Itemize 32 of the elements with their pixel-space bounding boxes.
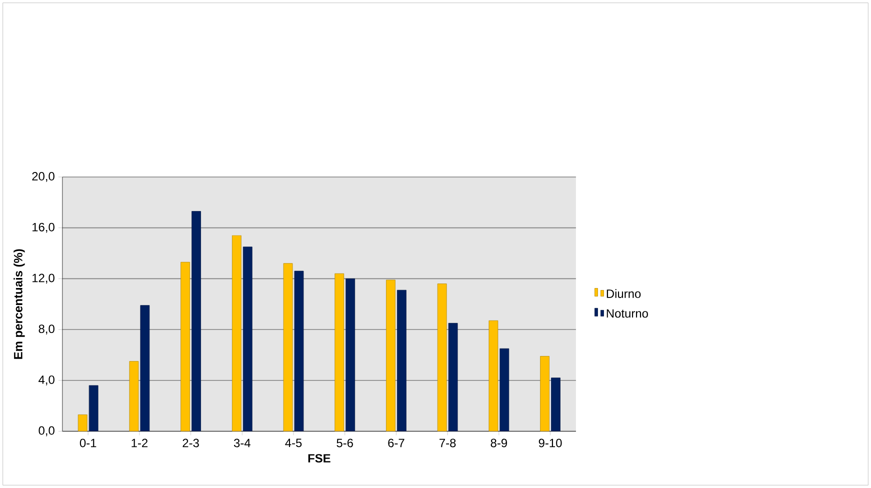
x-tick-label: 7-8 [440, 438, 456, 448]
x-tick-label: 5-6 [336, 438, 353, 448]
bar [242, 246, 252, 432]
x-tick-label: 6-7 [388, 438, 404, 448]
y-tick-label: 0,0 [38, 426, 54, 436]
bar [386, 280, 396, 432]
bar [346, 278, 356, 432]
y-axis-title: Em percentuais (%) [14, 249, 25, 359]
bar [397, 290, 406, 432]
bar [78, 414, 88, 432]
x-tick-label: 9-10 [538, 438, 562, 448]
bar [180, 262, 190, 432]
bar [540, 356, 550, 432]
x-tick-label: 1-2 [132, 438, 148, 448]
bar [500, 348, 510, 432]
legend-label: Diurno [606, 289, 641, 298]
y-tick-label: 4,0 [38, 375, 54, 386]
bar [551, 378, 560, 432]
y-tick-label: 8,0 [38, 324, 54, 334]
y-tick-label: 20,0 [32, 172, 54, 182]
y-tick-label: 16,0 [32, 222, 54, 233]
x-axis-title: FSE [308, 454, 330, 463]
bar [334, 273, 344, 432]
bar [232, 235, 242, 432]
x-tick-label: 0-1 [80, 438, 96, 448]
x-tick-label: 4-5 [285, 438, 302, 448]
bar [192, 211, 201, 432]
y-tick-label: 12,0 [32, 274, 54, 284]
x-tick-label: 8-9 [490, 438, 507, 448]
legend-label: Noturno [606, 309, 648, 318]
x-tick-label: 2-3 [182, 438, 199, 448]
x-tick-label: 3-4 [234, 438, 250, 448]
